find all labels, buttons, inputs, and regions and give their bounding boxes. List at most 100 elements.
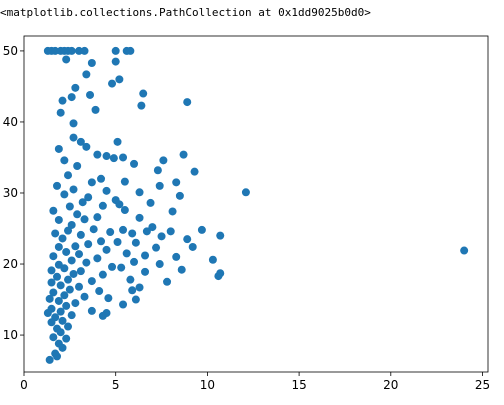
scatter-point [102,186,111,195]
scatter-point [47,266,56,275]
scatter-point [71,242,80,251]
scatter-point [69,269,78,278]
scatter-point [166,227,175,236]
scatter-point [53,181,62,190]
scatter-point [82,142,91,151]
scatter-point [60,291,69,300]
scatter-point [111,46,120,55]
scatter-point [146,198,155,207]
scatter-point [119,225,128,234]
output-header: <matplotlib.collections.PathCollection a… [0,6,371,19]
scatter-point [65,202,74,211]
scatter-point [56,307,65,316]
scatter-point [168,207,177,216]
scatter-point [73,210,82,219]
x-tick-label: 25 [475,378,490,392]
scatter-point [126,46,135,55]
scatter-point [89,225,98,234]
scatter-point [47,278,56,287]
x-tick-label: 5 [112,378,120,392]
scatter-point [49,252,58,261]
scatter-point [172,178,181,187]
scatter-point [54,144,63,153]
scatter-point [153,166,162,175]
scatter-point [142,227,151,236]
scatter-point [102,245,111,254]
scatter-point [49,206,58,215]
scatter-point [97,237,106,246]
scatter-point [75,282,84,291]
scatter-point [460,246,469,255]
scatter-point [67,46,76,55]
scatter-point [98,311,107,320]
scatter-point [80,215,89,224]
scatter-point [139,89,148,98]
scatter-point [128,229,137,238]
scatter-point [60,156,69,165]
scatter-point [49,333,58,342]
scatter-point [208,255,217,264]
y-tick-label: 30 [3,186,18,200]
scatter-point [62,247,71,256]
scatter-point [135,188,144,197]
scatter-point [91,105,100,114]
scatter-point [54,242,63,251]
scatter-point [56,108,65,117]
x-tick-label: 20 [383,378,398,392]
scatter-point [56,328,65,337]
scatter-point [241,188,250,197]
y-tick-label: 10 [3,328,18,342]
scatter-point [216,231,225,240]
scatter-point [69,133,78,142]
scatter-point [86,90,95,99]
scatter-point [157,232,166,241]
x-tick-label: 15 [291,378,306,392]
scatter-point [120,177,129,186]
scatter-point [45,355,54,364]
scatter-point [95,287,104,296]
scatter-point [82,258,91,267]
scatter-point [98,201,107,210]
scatter-point [64,275,73,284]
scatter-point [163,277,172,286]
scatter-point [69,119,78,128]
scatter-point [60,190,69,199]
scatter-point [98,270,107,279]
scatter-point [64,171,73,180]
scatter-point [51,46,60,55]
scatter-point [67,311,76,320]
scatter-point [113,238,122,247]
scatter-point [152,243,161,252]
scatter-point [135,283,144,292]
scatter-point [93,213,102,222]
scatter-point [148,223,157,232]
scatter-point [58,234,67,243]
scatter-point [87,277,96,286]
x-tick-label: 0 [20,378,28,392]
scatter-point [62,334,71,343]
scatter-point [54,215,63,224]
scatter-point [64,322,73,331]
scatter-point [60,264,69,273]
scatter-point [80,292,89,301]
scatter-point [135,213,144,222]
scatter-point [93,150,102,159]
scatter-point [131,238,140,247]
scatter-point [130,257,139,266]
scatter-point [75,250,84,259]
scatter-point [106,228,115,237]
scatter-point [172,252,181,261]
scatter-point [54,296,63,305]
scatter-point [102,152,111,161]
x-tick-label: 10 [200,378,215,392]
scatter-point [64,226,73,235]
scatter-point [71,83,80,92]
scatter-point [87,178,96,187]
plot-frame [23,35,489,373]
scatter-point [126,275,135,284]
scatter-point [97,174,106,183]
scatter-point [179,150,188,159]
scatter-point [76,137,85,146]
scatter-point [128,286,137,295]
